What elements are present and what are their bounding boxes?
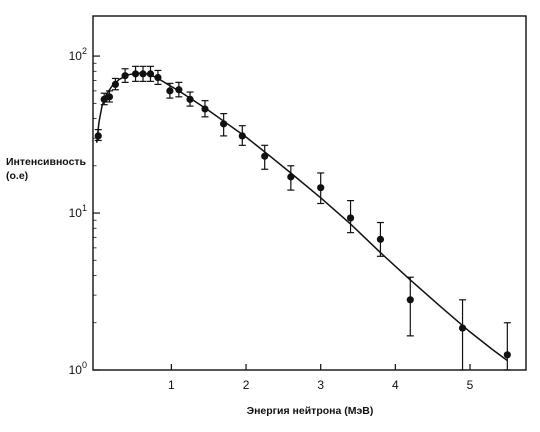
data-marker [458, 324, 467, 332]
x-tick-label: 4 [392, 378, 399, 392]
y-axis-label-line2: (о.е) [6, 170, 28, 182]
data-point [94, 129, 102, 142]
data-point [105, 90, 114, 103]
data-point [111, 77, 119, 91]
data-point [175, 81, 183, 98]
y-axis-label-line1: Интенсивность [6, 156, 87, 168]
data-marker [175, 86, 183, 94]
data-marker [346, 214, 355, 222]
data-point [121, 68, 129, 83]
data-marker [166, 87, 174, 95]
x-tick-label: 5 [467, 378, 474, 392]
data-marker [261, 152, 269, 160]
y-tick-label: 102 [69, 46, 87, 63]
data-marker [406, 296, 414, 304]
data-point [154, 69, 162, 85]
data-marker [238, 132, 246, 140]
y-axis-ticks: 100 101 102 [69, 46, 100, 377]
data-point [139, 65, 147, 82]
data-point [131, 65, 140, 82]
plot-frame [92, 15, 527, 371]
data-marker [376, 235, 385, 243]
data-marker [131, 70, 140, 78]
data-marker [146, 70, 155, 78]
data-marker [105, 93, 114, 101]
data-point [317, 172, 325, 205]
data-marker [503, 351, 511, 359]
data-marker [186, 95, 194, 103]
data-marker [201, 105, 209, 113]
x-tick-label: 1 [168, 378, 175, 392]
x-tick-label: 2 [243, 378, 250, 392]
y-tick-label: 100 [69, 360, 87, 377]
data-points-layer [94, 65, 511, 371]
data-marker [317, 184, 325, 192]
data-point [238, 125, 246, 146]
data-marker [121, 72, 129, 80]
data-point [346, 200, 355, 234]
data-point [220, 113, 228, 137]
data-point [201, 100, 209, 118]
data-marker [154, 73, 162, 82]
y-tick-label: 101 [69, 203, 87, 220]
data-point [186, 91, 194, 107]
x-tick-label: 3 [317, 378, 324, 392]
fit-curve [95, 72, 508, 362]
data-point [376, 221, 385, 257]
data-point [166, 82, 174, 99]
data-point [261, 144, 269, 170]
data-point [406, 276, 414, 337]
data-point [146, 65, 155, 82]
data-marker [111, 80, 119, 88]
data-point [503, 322, 511, 371]
data-marker [139, 70, 147, 78]
data-marker [94, 132, 102, 140]
data-marker [287, 173, 295, 181]
data-point [458, 299, 467, 371]
fit-curve-layer [95, 72, 508, 362]
data-marker [220, 120, 228, 128]
x-axis-label: Энергия нейтрона (МэВ) [247, 405, 374, 417]
data-point [287, 165, 295, 191]
x-axis-ticks: 1 2 3 4 5 [168, 364, 474, 392]
